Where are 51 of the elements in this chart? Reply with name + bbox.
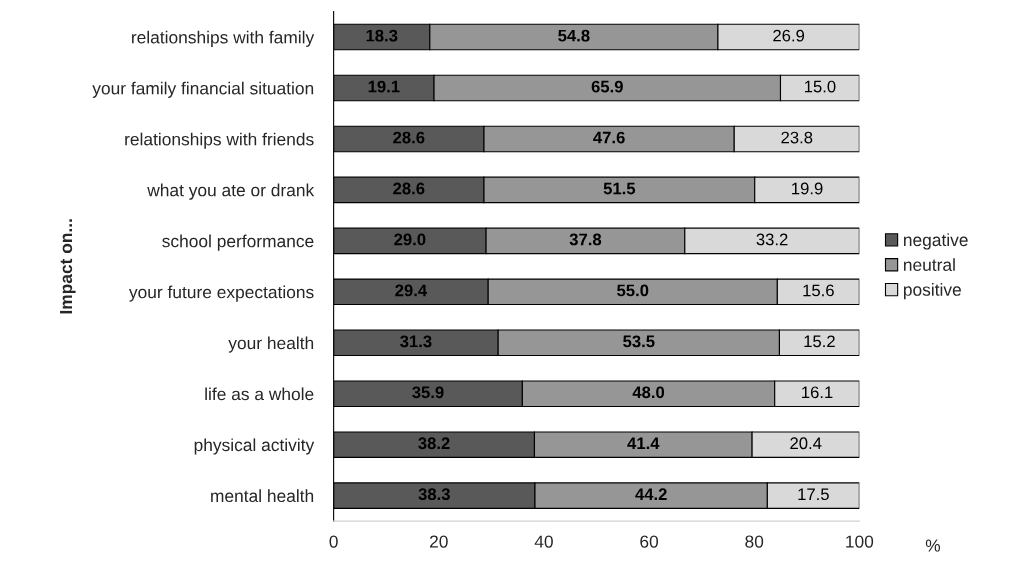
data-label: 26.9: [773, 29, 805, 42]
y-axis-title: Impact on...: [60, 219, 76, 314]
y-tick-label: what you ate or drank: [147, 183, 315, 200]
y-tick-label: relationships with family: [132, 30, 315, 47]
y-tick-label: your health: [228, 336, 314, 353]
data-label: 28.6: [393, 182, 425, 195]
data-label: 19.1: [368, 80, 400, 93]
y-tick-label: mental health: [211, 489, 314, 503]
data-label: 38.3: [418, 488, 450, 501]
data-label: 41.4: [627, 437, 660, 449]
x-tick-label: 0: [329, 535, 338, 548]
x-tick-label: 100: [846, 535, 874, 548]
data-label: 17.5: [798, 488, 829, 501]
data-label: 19.9: [792, 182, 823, 195]
data-label: 15.2: [804, 335, 835, 348]
data-label: 54.8: [558, 29, 590, 42]
data-label: 28.6: [393, 131, 425, 144]
data-label: 33.2: [756, 233, 788, 246]
data-label: 31.3: [400, 335, 432, 348]
x-axis-title: %: [925, 539, 941, 552]
y-tick-label: physical activity: [194, 438, 315, 455]
data-label: 35.9: [412, 386, 444, 399]
data-label: 20.4: [790, 437, 822, 450]
data-label: 18.3: [366, 29, 398, 42]
legend-label: neutral: [904, 258, 955, 271]
data-label: 29.0: [394, 233, 426, 246]
data-label: 48.0: [632, 386, 665, 399]
data-label: 23.8: [781, 131, 813, 144]
data-label: 37.8: [569, 233, 602, 246]
legend-label: negative: [904, 233, 968, 250]
x-tick-label: 60: [640, 535, 659, 548]
y-tick-label: relationships with friends: [125, 132, 314, 149]
data-label: 38.2: [418, 437, 450, 450]
x-tick-label: 20: [429, 535, 448, 548]
data-label: 55.0: [617, 284, 649, 297]
y-tick-label: life as a whole: [205, 387, 314, 401]
data-label: 53.5: [623, 335, 655, 348]
x-tick-label: 40: [534, 535, 553, 548]
y-tick-label: school performance: [162, 234, 314, 251]
data-label: 65.9: [591, 80, 623, 93]
data-label: 51.5: [603, 182, 636, 195]
data-label: 29.4: [395, 284, 428, 297]
data-label: 16.1: [802, 386, 833, 399]
data-label: 15.6: [803, 284, 834, 297]
y-tick-label: your future expectations: [128, 285, 314, 302]
legend-label: positive: [903, 283, 961, 300]
data-label: 44.2: [635, 488, 667, 500]
x-tick-label: 80: [745, 535, 764, 548]
data-label: 47.6: [593, 131, 625, 144]
data-label: 15.0: [804, 80, 836, 93]
y-tick-label: your family financial situation: [92, 81, 314, 98]
